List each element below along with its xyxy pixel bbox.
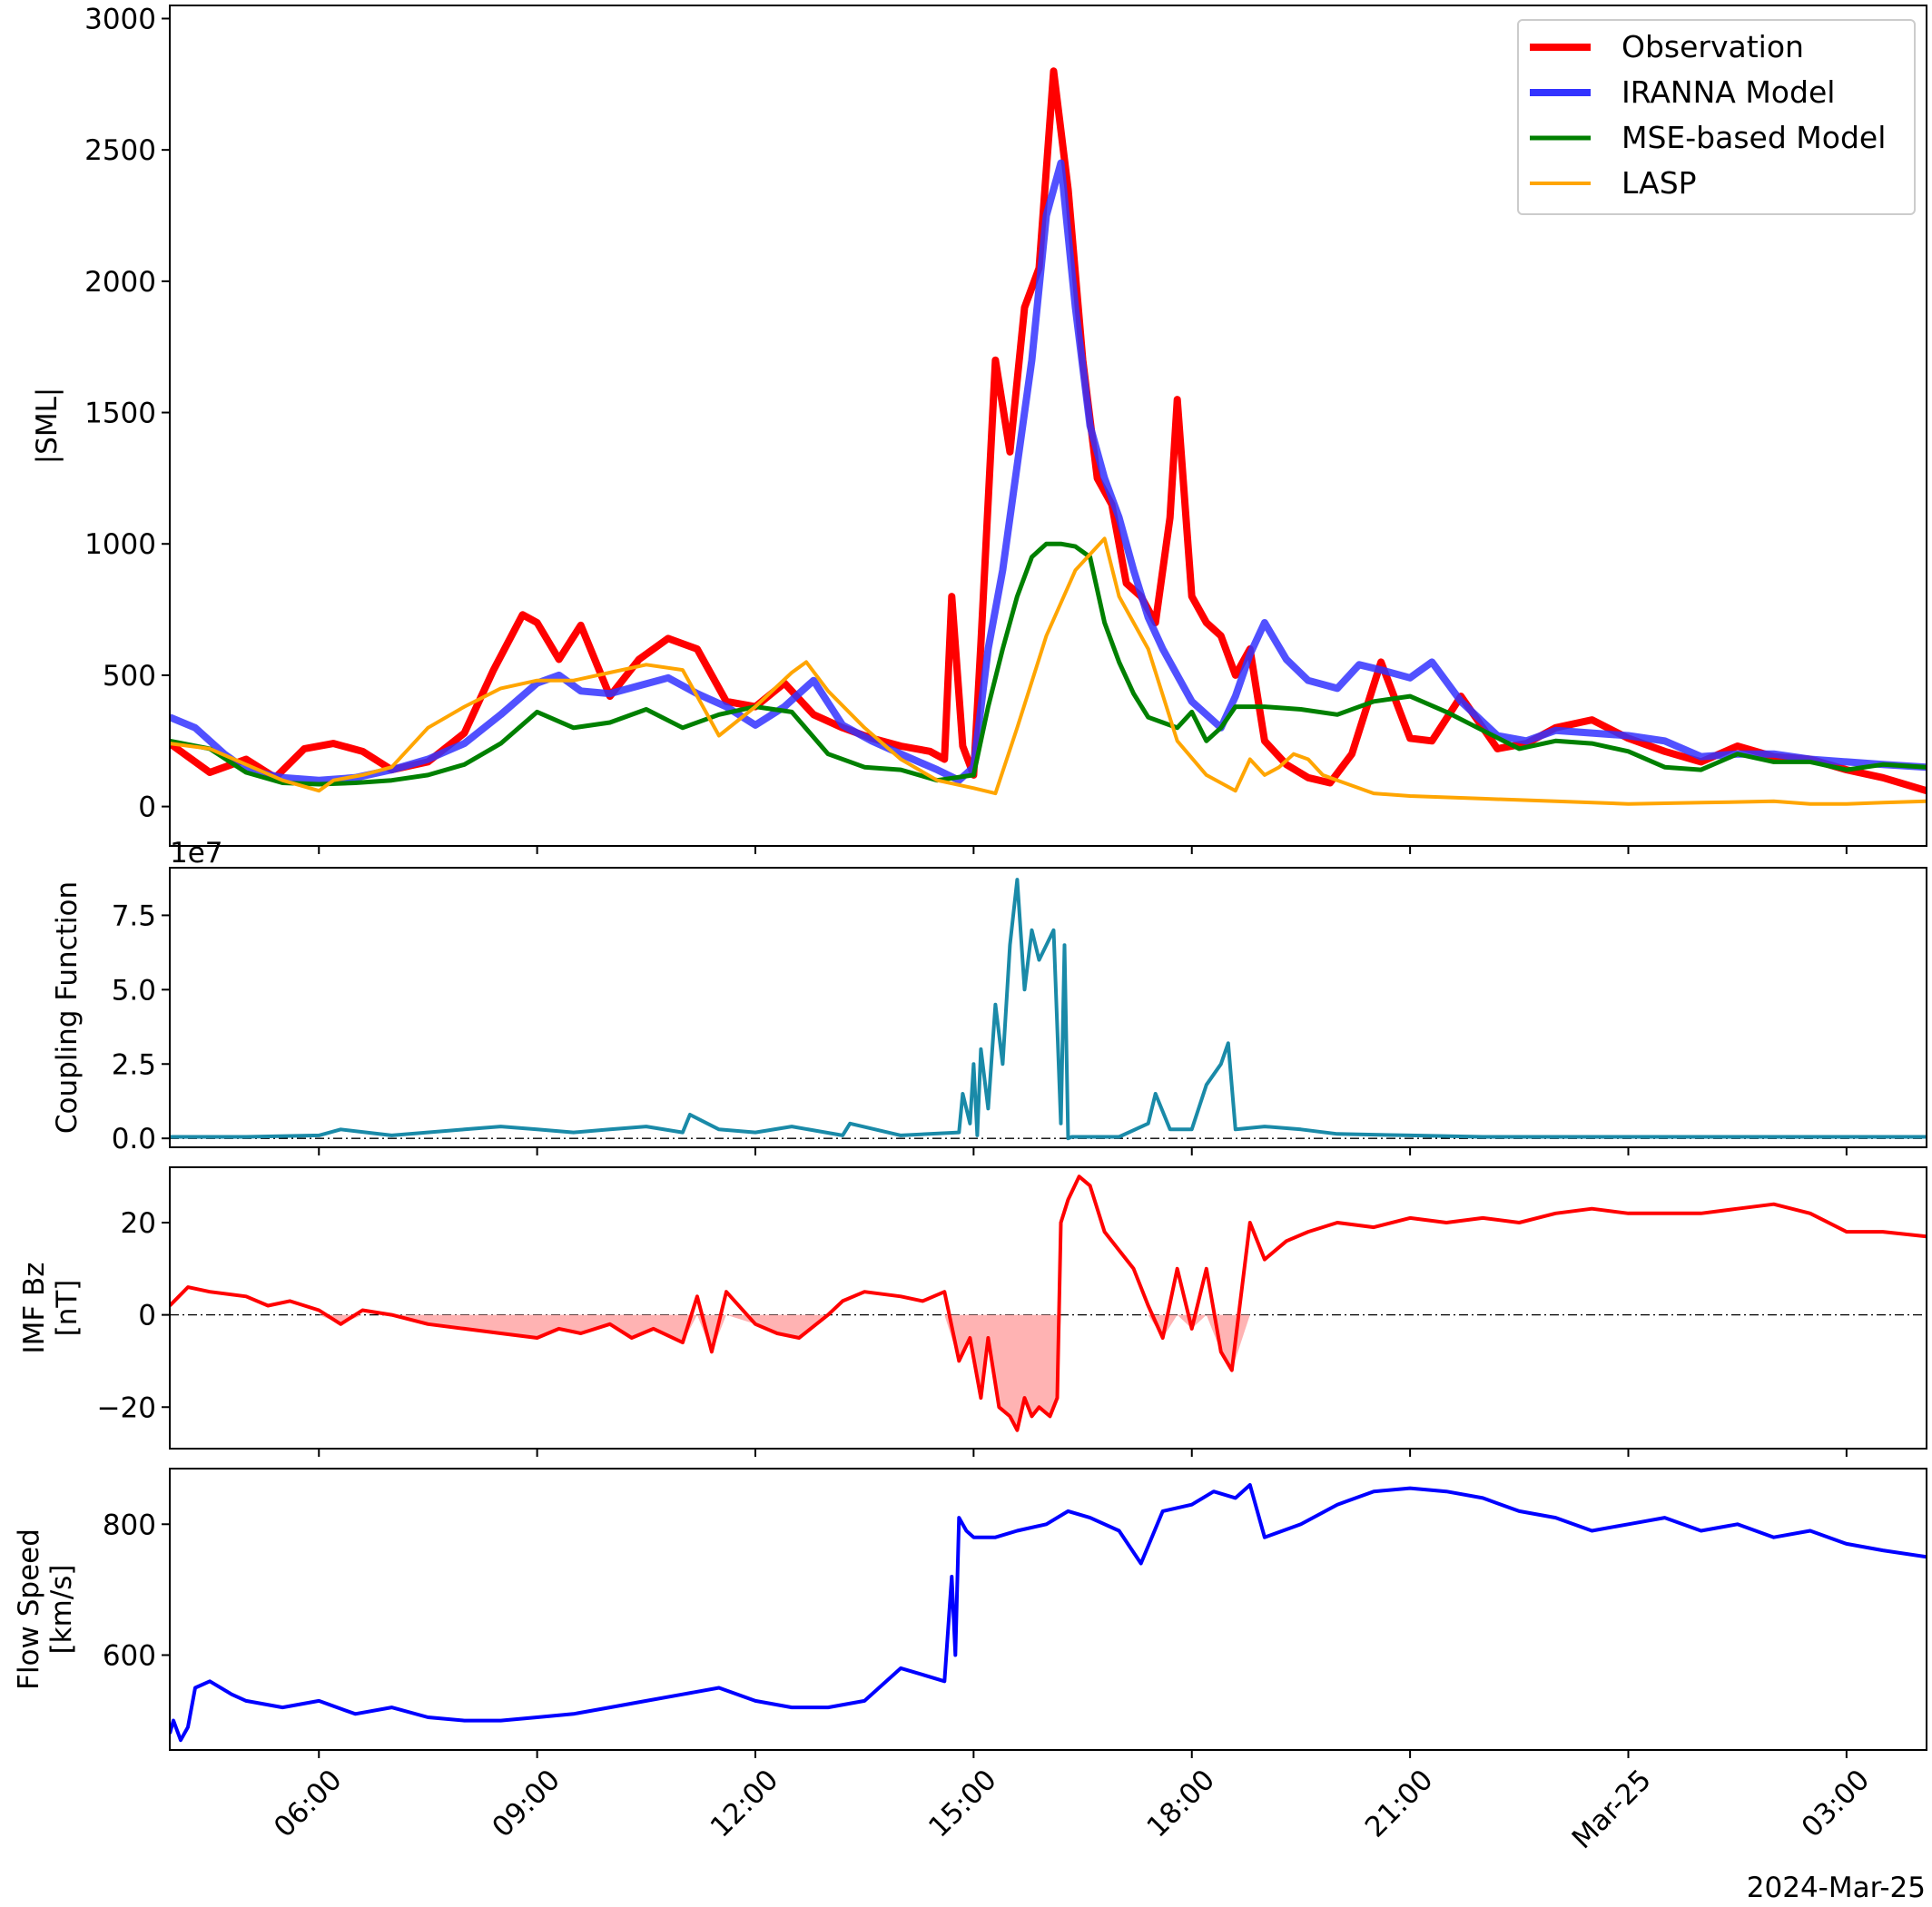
y-tick-label: 800 — [103, 1509, 156, 1541]
y-tick-label: 0 — [138, 791, 156, 824]
x-tick-label: 12:00 — [705, 1764, 785, 1844]
x-tick-label: 03:00 — [1796, 1764, 1877, 1844]
series-line-mse-based-model — [170, 541, 1927, 787]
y-tick-label: 0 — [138, 1300, 156, 1332]
flow-speed-panel: 600 800 Flow Speed [km/s] — [13, 1468, 1927, 1758]
legend-label: MSE-based Model — [1622, 120, 1886, 155]
y-tick-label: 2000 — [84, 266, 156, 299]
data-layer — [170, 1483, 1927, 1743]
series-line-lasp — [170, 536, 1927, 806]
y-tick-label: 500 — [103, 660, 156, 693]
date-label: 2024-Mar-25 — [1747, 1872, 1926, 1904]
imf-bz-panel: −20 0 20 IMF Bz [nT] — [18, 1166, 1927, 1457]
data-layer — [170, 67, 1927, 806]
y-offset-label: 1e7 — [170, 837, 223, 870]
y-tick-label: 3000 — [84, 3, 156, 35]
y-tick-label: 7.5 — [112, 899, 156, 932]
series-line-observation — [170, 67, 1927, 795]
y-tick-label: −20 — [97, 1391, 156, 1424]
y-tick-label: 2.5 — [112, 1048, 156, 1081]
axes-frame — [169, 867, 1927, 1148]
series-line-imf-bz — [170, 1175, 1927, 1432]
x-tick-label: Mar-25 — [1566, 1764, 1658, 1855]
data-layer — [170, 878, 1927, 1141]
y-axis-label: |SML| — [31, 388, 64, 465]
y-axis-label: Flow Speed [km/s] — [13, 1529, 78, 1690]
sml-panel: 0 500 1000 1500 2000 2500 3000 |SML| Observation… — [31, 3, 1927, 854]
y-tick-label: 1000 — [84, 528, 156, 561]
y-tick-label: 2500 — [84, 134, 156, 167]
y-tick-label: 600 — [103, 1639, 156, 1672]
legend: Observation IRANNA Model MSE-based Model LA… — [1517, 19, 1916, 215]
legend-label: IRANNA Model — [1622, 74, 1835, 110]
y-axis-label: Coupling Function — [51, 881, 84, 1134]
series-line-iranna-model — [170, 159, 1927, 784]
y-axis-label-line: Flow Speed — [13, 1529, 45, 1690]
coupling-panel: 0.0 2.5 5.0 7.5 Coupling Function 1e7 — [51, 837, 1927, 1155]
y-axis-label: IMF Bz [nT] — [18, 1262, 84, 1353]
axes-frame — [169, 1468, 1927, 1751]
data-layer — [170, 1175, 1927, 1432]
axes-frame — [169, 5, 1927, 847]
x-tick-label: 06:00 — [268, 1764, 349, 1844]
y-axis-label-line: IMF Bz — [18, 1262, 51, 1353]
negative-bz-fill — [170, 1314, 1927, 1430]
series-line-coupling-function — [170, 878, 1927, 1141]
x-tick-label: 21:00 — [1359, 1764, 1440, 1844]
panels-layer: 0 500 1000 1500 2000 2500 3000 |SML| Observation… — [13, 3, 1927, 1855]
legend-label: LASP — [1622, 165, 1697, 201]
x-tick-label: 18:00 — [1140, 1764, 1221, 1844]
legend-box — [1517, 19, 1916, 215]
legend-label: Observation — [1622, 29, 1804, 64]
y-tick-label: 1500 — [84, 398, 156, 430]
y-tick-label: 5.0 — [112, 974, 156, 1007]
y-tick-label: 20 — [121, 1207, 156, 1240]
y-axis-label-line: |SML| — [31, 388, 64, 465]
x-tick-label: 15:00 — [922, 1764, 1003, 1844]
y-tick-label: 0.0 — [112, 1123, 156, 1155]
x-tick-label: 09:00 — [486, 1764, 567, 1844]
series-line-flow-speed — [170, 1483, 1927, 1743]
y-axis-label-line: [nT] — [51, 1280, 84, 1337]
y-axis-label-line: Coupling Function — [51, 881, 84, 1134]
y-axis-label-line: [km/s] — [45, 1565, 78, 1655]
axes-frame — [169, 1166, 1927, 1450]
